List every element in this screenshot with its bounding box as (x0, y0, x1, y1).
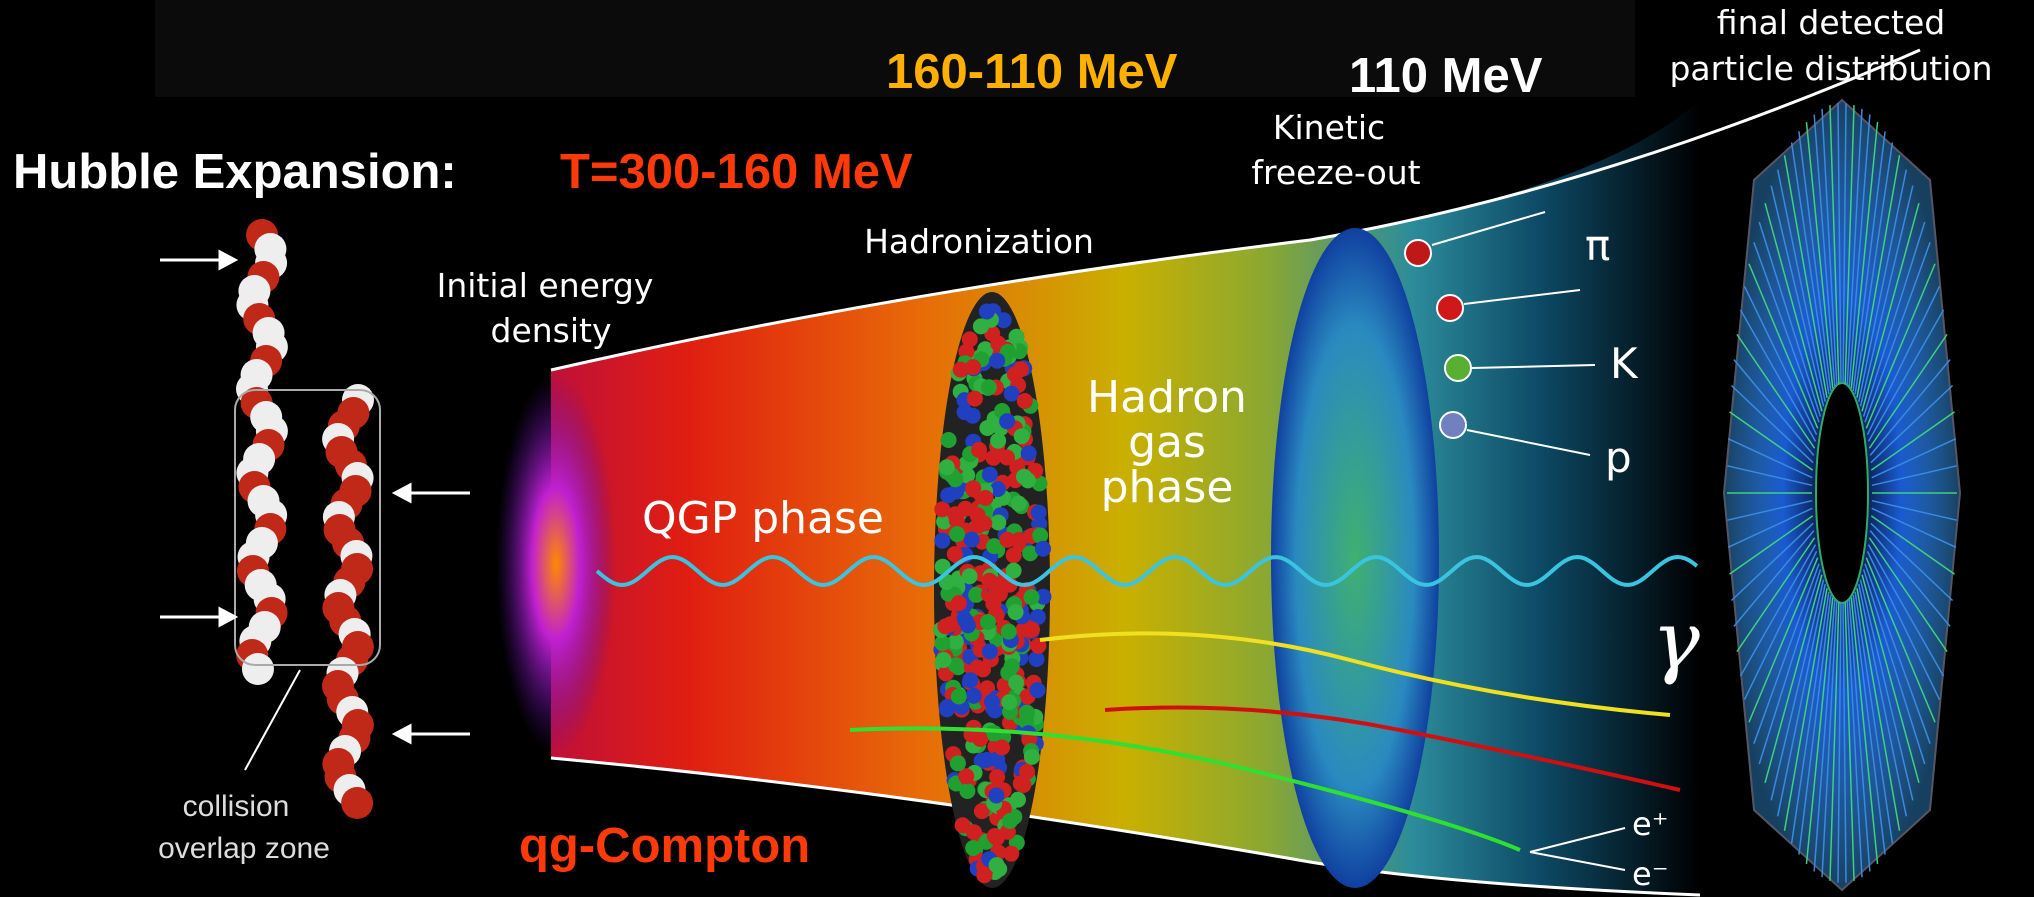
hadron (967, 391, 983, 407)
hadron (989, 353, 1005, 369)
hadron (951, 689, 967, 705)
hadron (937, 618, 953, 634)
hadron (965, 840, 981, 856)
beam-arrows (160, 252, 470, 770)
freezeout-temperature: 110 MeV (1349, 49, 1543, 103)
hadron (989, 857, 1005, 873)
hadron (950, 755, 966, 771)
kinetic-label: Kinetic (1273, 108, 1385, 147)
hadron (1021, 445, 1037, 461)
hadron (1014, 428, 1030, 444)
hadron (1032, 528, 1048, 544)
hadron-gas-label: Hadron (1087, 372, 1247, 423)
hadron (987, 725, 1003, 741)
detector (1724, 100, 1960, 890)
hadron (939, 701, 955, 717)
hadron (984, 694, 1000, 710)
hadron (978, 490, 994, 506)
hadron (936, 652, 952, 668)
hadron (1011, 496, 1027, 512)
hadron (962, 568, 978, 584)
hadron (1035, 541, 1051, 557)
hadron (1024, 622, 1040, 638)
hadron (966, 688, 982, 704)
hadron (1003, 846, 1019, 862)
electron-label: e⁻ (1632, 855, 1669, 893)
hadron (939, 459, 955, 475)
hadron (1002, 813, 1018, 829)
hadron-gas-label: gas (1128, 417, 1206, 468)
pion-label: π (1585, 221, 1610, 270)
hadron (1017, 393, 1033, 409)
hadron (982, 644, 998, 660)
diagram: Hubble Expansion: T=300-160 MeV 160-110 … (0, 0, 2034, 897)
hadron (960, 617, 976, 633)
hadron (1016, 469, 1032, 485)
hadron (1001, 694, 1017, 710)
hadron (966, 824, 982, 840)
collision-label: collision (183, 790, 290, 823)
hadronization-label: Hadronization (864, 222, 1094, 261)
initial-energy-blob (496, 374, 616, 754)
hadron (1008, 604, 1024, 620)
hadron (990, 515, 1006, 531)
title: Hubble Expansion: (13, 145, 457, 199)
hadron (951, 595, 967, 611)
hadron (980, 614, 996, 630)
hadron (999, 532, 1015, 548)
kinetic-label: freeze-out (1251, 153, 1420, 192)
hadron (999, 413, 1015, 429)
hadron (981, 379, 997, 395)
hadron (971, 442, 987, 458)
hadron (953, 362, 969, 378)
nucleon (242, 653, 274, 685)
hadron (973, 318, 989, 334)
proton-label: p (1605, 433, 1632, 482)
hadron (962, 331, 978, 347)
hadron (1008, 675, 1024, 691)
hadron (1024, 749, 1040, 765)
hadron (949, 526, 965, 542)
hadron (1013, 361, 1029, 377)
final-label: final detected (1717, 3, 1945, 42)
hadron (979, 304, 995, 320)
initial-label: Initial energy (437, 266, 654, 305)
hadron (982, 467, 998, 483)
nucleon (341, 787, 373, 819)
hadron (962, 672, 978, 688)
kaon-label: K (1610, 339, 1639, 388)
hadron (999, 450, 1015, 466)
hadron (990, 433, 1006, 449)
hadron (976, 516, 992, 532)
hadron (940, 487, 956, 503)
initial-label: density (491, 311, 612, 350)
photon-label: γ (1652, 594, 1700, 687)
collision-label: overlap zone (158, 832, 330, 865)
qgp-temperature: T=300-160 MeV (560, 145, 913, 199)
qgp-label: QGP phase (642, 493, 884, 544)
compton-label: qg-Compton (519, 819, 810, 873)
hadron (1024, 589, 1040, 605)
hadron (941, 432, 957, 448)
hadron (1013, 776, 1029, 792)
hadron (1019, 705, 1035, 721)
hadron-gas-label: phase (1101, 462, 1234, 513)
hadronization-temperature: 160-110 MeV (886, 45, 1178, 99)
hadron (1001, 624, 1017, 640)
final-label: particle distribution (1669, 49, 1992, 88)
freezeout-ellipse (1271, 228, 1439, 888)
hadron (991, 579, 1007, 595)
hadron (959, 783, 975, 799)
hadron (1031, 505, 1047, 521)
hadron (964, 532, 980, 548)
hadron (934, 533, 950, 549)
hadron (989, 769, 1005, 785)
positron-label: e⁺ (1632, 805, 1669, 843)
hadron (988, 788, 1004, 804)
colliding-nuclei (236, 219, 374, 819)
hadron (994, 740, 1010, 756)
hadron (1030, 682, 1046, 698)
